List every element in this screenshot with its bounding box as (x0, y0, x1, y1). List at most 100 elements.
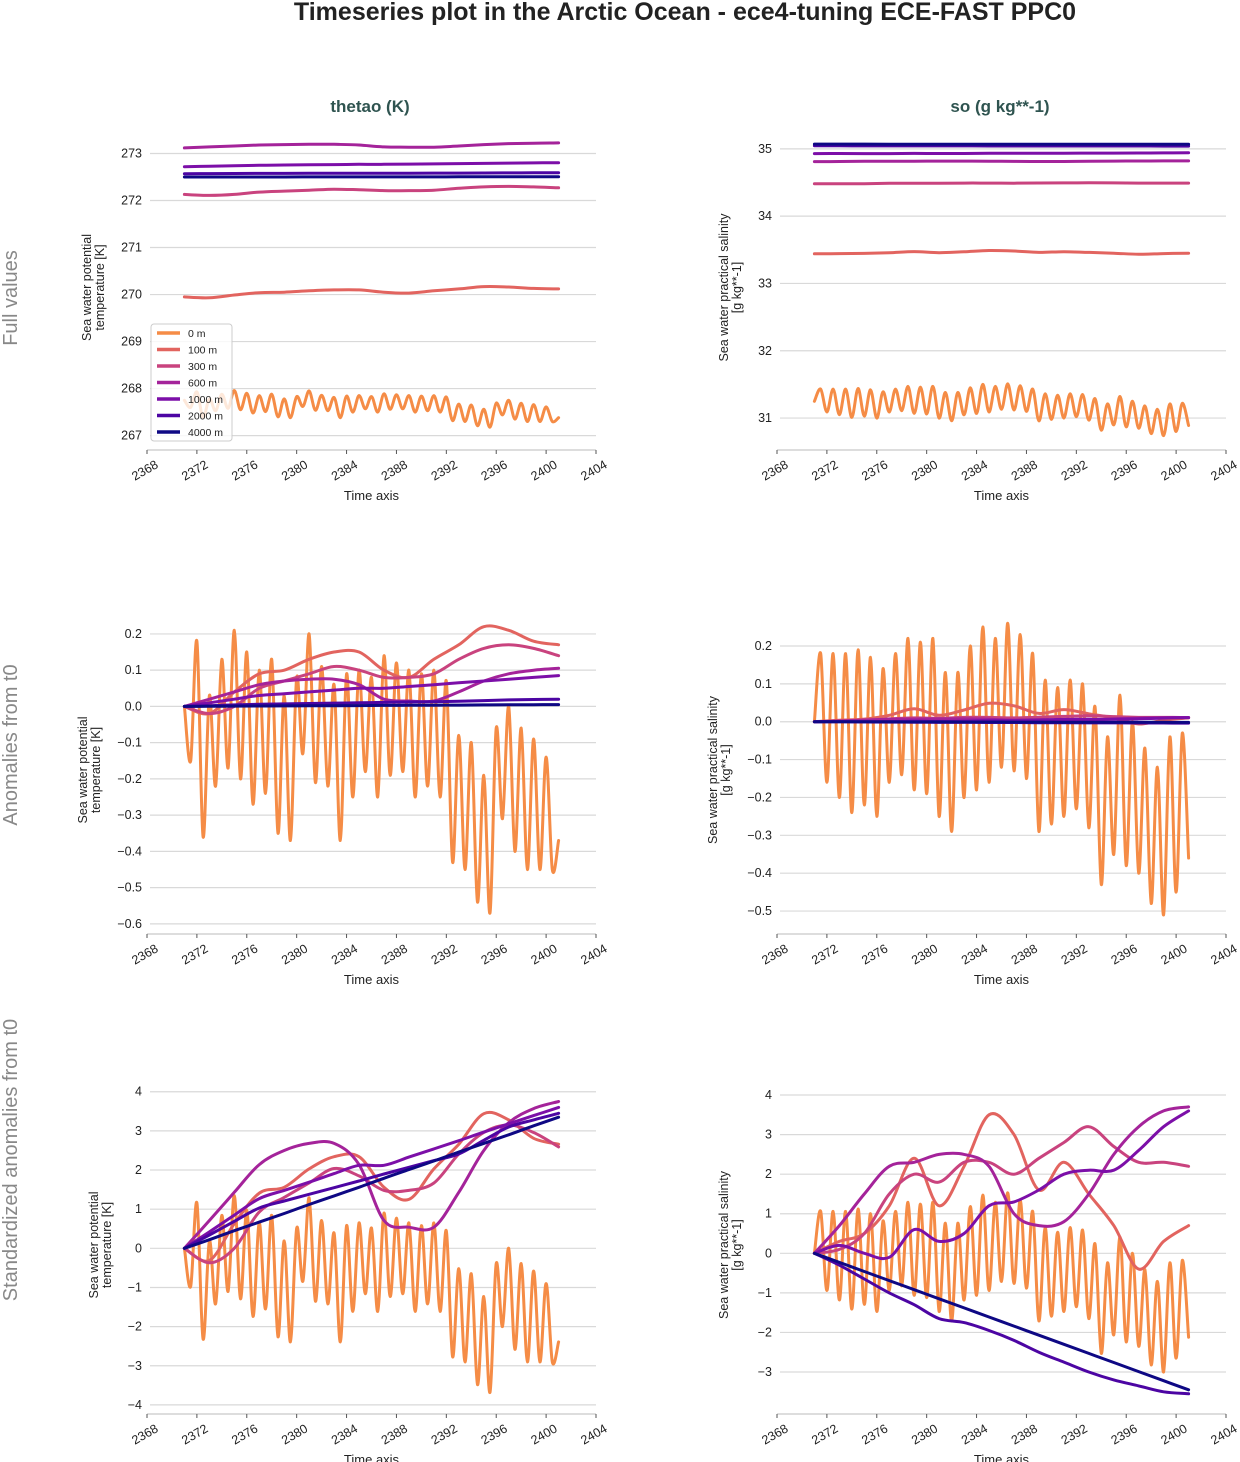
panel-5: 4 3 2 1 0 −1 −2 −3 −4 2368 2372 2376 2380 2384 2388 239… (87, 1085, 610, 1462)
series-line-100m (812, 248, 1191, 256)
x-tick-label: 2376 (859, 1421, 890, 1447)
series-line-100m (182, 624, 561, 716)
series-line-4000m (812, 1251, 1191, 1392)
x-tick-label: 2400 (529, 941, 560, 967)
row-label-full-values: Full values (0, 250, 22, 346)
x-tick-label: 2388 (379, 457, 410, 483)
series-line-600m (812, 159, 1191, 164)
x-tick-label: 2380 (909, 457, 940, 483)
y-tick-label: 0.2 (755, 639, 772, 653)
x-tick-label: 2388 (379, 941, 410, 967)
y-tick-label: 31 (758, 411, 772, 425)
x-tick-label: 2388 (379, 1421, 410, 1447)
legend-label: 600 m (188, 378, 217, 390)
y-tick-label: 33 (758, 276, 772, 290)
series-line-100m (182, 284, 561, 300)
x-axis-label: Time axis (974, 1452, 1030, 1462)
y-tick-label: 267 (121, 429, 142, 443)
x-tick-label: 2404 (1208, 941, 1239, 967)
y-axis-label: temperature [K] (100, 1202, 114, 1288)
y-axis-label: Sea water practical salinity (717, 1170, 731, 1319)
series-line-1000m (182, 674, 561, 708)
x-tick-label: 2396 (1109, 941, 1140, 967)
y-tick-label: −0.4 (117, 844, 142, 858)
column-title-so: so (g kg**-1) (950, 97, 1049, 116)
x-tick-label: 2372 (179, 457, 210, 483)
panel-4: 0.2 0.1 0.0 −0.1 −0.2 −0.3 −0.4 −0.5 2368 2372 237… (706, 621, 1240, 987)
y-tick-label: −0.5 (117, 881, 142, 895)
x-tick-label: 2400 (1159, 457, 1190, 483)
x-tick-label: 2388 (1009, 1421, 1040, 1447)
x-tick-label: 2396 (1109, 1421, 1140, 1447)
x-tick-label: 2396 (479, 1421, 510, 1447)
y-tick-label: −0.1 (117, 736, 142, 750)
series-line-1000m (182, 1105, 561, 1250)
y-axis-label: [g kg**-1] (730, 262, 744, 313)
x-tick-label: 2380 (279, 457, 310, 483)
legend-box (150, 323, 233, 442)
x-tick-label: 2400 (529, 457, 560, 483)
legend-label: 100 m (188, 345, 217, 357)
x-tick-label: 2368 (759, 941, 790, 967)
x-tick-label: 2404 (1208, 457, 1239, 483)
legend-label: 4000 m (188, 427, 223, 439)
series-line-1000m (812, 151, 1191, 156)
y-tick-label: −0.3 (747, 828, 772, 842)
x-tick-label: 2368 (759, 457, 790, 483)
legend-label: 300 m (188, 361, 217, 373)
series-line-300m (182, 184, 561, 197)
y-tick-label: 0.1 (755, 677, 772, 691)
x-tick-label: 2392 (429, 457, 460, 483)
row-label-standardized-anomalies: Standardized anomalies from t0 (0, 1019, 22, 1301)
series-line-4000m (812, 720, 1191, 724)
x-tick-label: 2400 (529, 1421, 560, 1447)
series-line-0m (182, 1193, 561, 1394)
x-tick-label: 2384 (329, 457, 360, 483)
y-tick-label: 270 (121, 288, 142, 302)
x-tick-label: 2384 (959, 941, 990, 967)
y-axis-label: temperature [K] (89, 727, 103, 813)
panel-3: 0.2 0.1 0.0 −0.1 −0.2 −0.3 −0.4 −0.5 −0.6 2368 237… (76, 624, 610, 987)
x-axis-label: Time axis (344, 972, 400, 987)
x-tick-label: 2400 (1159, 941, 1190, 967)
legend: 0 m 100 m 300 m 600 m 1000 m 2000 m 4000 m (150, 323, 233, 442)
y-axis-label: [g kg**-1] (730, 1219, 744, 1270)
series-line-4000m (182, 703, 561, 708)
y-tick-label: −0.2 (117, 772, 142, 786)
legend-item: 0 m (157, 328, 206, 340)
y-tick-label: 4 (135, 1085, 142, 1099)
y-axis-label: Sea water practical salinity (706, 695, 720, 844)
series-line-600m (182, 141, 561, 150)
x-tick-label: 2372 (809, 1421, 840, 1447)
y-tick-label: 3 (135, 1124, 142, 1138)
series-line-2000m (182, 1111, 561, 1250)
series-line-2000m (182, 171, 561, 176)
y-tick-label: 32 (758, 344, 772, 358)
y-axis-label: Sea water potential (76, 716, 90, 823)
series-line-600m (812, 1105, 1191, 1255)
x-tick-label: 2392 (429, 1421, 460, 1447)
x-tick-label: 2372 (179, 941, 210, 967)
x-tick-label: 2372 (809, 941, 840, 967)
x-tick-label: 2376 (859, 941, 890, 967)
x-tick-label: 2384 (959, 1421, 990, 1447)
x-tick-label: 2392 (429, 941, 460, 967)
y-axis-label: Sea water practical salinity (717, 213, 731, 362)
y-tick-label: −0.2 (747, 790, 772, 804)
series-line-1000m (182, 161, 561, 169)
x-tick-label: 2396 (479, 941, 510, 967)
x-tick-label: 2404 (578, 1421, 609, 1447)
y-tick-label: 271 (121, 241, 142, 255)
series-line-0m (812, 1191, 1191, 1374)
x-tick-label: 2380 (279, 1421, 310, 1447)
x-tick-label: 2396 (479, 457, 510, 483)
y-tick-label: −2 (128, 1320, 142, 1334)
x-tick-label: 2376 (229, 1421, 260, 1447)
series-line-600m (182, 1100, 561, 1250)
y-tick-label: 0.0 (125, 699, 142, 713)
x-tick-label: 2368 (129, 1421, 160, 1447)
x-tick-label: 2392 (1059, 941, 1090, 967)
x-tick-label: 2380 (279, 941, 310, 967)
x-tick-label: 2368 (129, 941, 160, 967)
y-tick-label: −0.5 (747, 904, 772, 918)
